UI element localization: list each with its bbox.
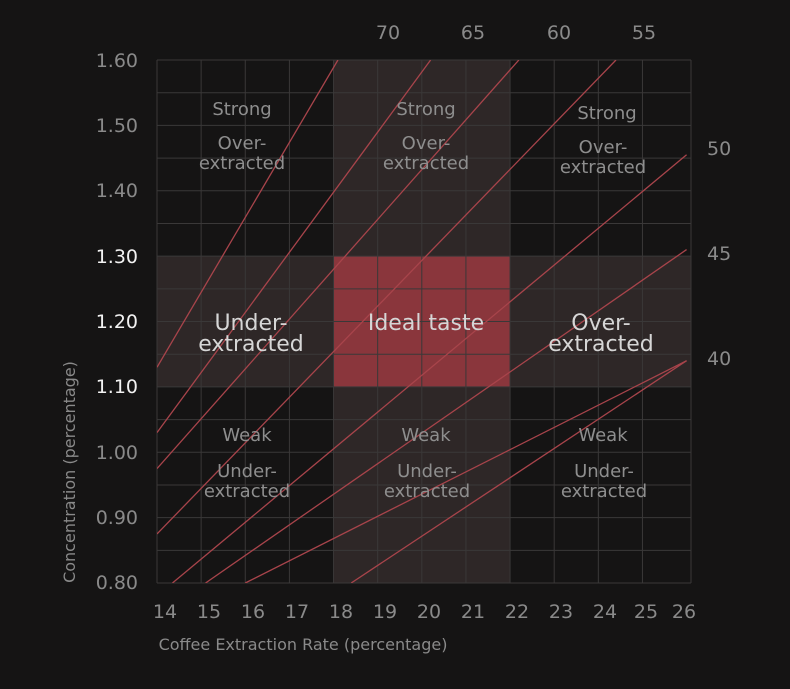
zone-label-over: Over- — [571, 311, 630, 336]
tds-ratio-lines — [157, 60, 688, 583]
zone-label-weak: Weak — [401, 425, 451, 446]
zone-label-under: Under- — [574, 461, 634, 482]
x-tick: 15 — [197, 601, 221, 623]
x-tick: 22 — [505, 601, 529, 623]
zone-label-strong: Strong — [212, 99, 271, 120]
zone-label-over: Over- — [579, 137, 628, 158]
x-tick: 21 — [461, 601, 485, 623]
tds-label-55: 55 — [632, 22, 656, 44]
x-tick: 18 — [329, 601, 353, 623]
zone-label-extracted: extracted — [383, 153, 469, 174]
tds-ratio-line-65 — [157, 60, 432, 434]
y-tick: 1.40 — [96, 180, 138, 202]
y-tick: 1.00 — [96, 442, 138, 464]
zone-label-ideal: Ideal taste — [368, 311, 484, 336]
y-tick: 1.10 — [96, 376, 138, 398]
tds-label-45: 45 — [707, 243, 731, 265]
grid — [156, 59, 692, 584]
tds-label-60: 60 — [547, 22, 571, 44]
x-tick: 25 — [634, 601, 658, 623]
zone-label-extracted: extracted — [204, 481, 290, 502]
tds-ratio-labels: 70 65 60 55 50 45 40 — [376, 22, 731, 370]
y-tick: 1.50 — [96, 115, 138, 137]
zone-label-extracted: extracted — [560, 157, 646, 178]
zone-label-over: Over- — [218, 133, 267, 154]
x-tick: 20 — [417, 601, 441, 623]
tds-ratio-line-extra-7 — [350, 360, 687, 583]
x-axis-ticks: 14 15 16 17 18 19 20 21 22 23 24 25 26 — [153, 601, 696, 623]
zone-label-extracted: extracted — [548, 332, 654, 357]
zone-label-extracted: extracted — [199, 153, 285, 174]
zone-label-strong: Strong — [577, 103, 636, 124]
zone-label-under: Under- — [214, 311, 287, 336]
tds-label-65: 65 — [461, 22, 485, 44]
y-tick: 0.90 — [96, 507, 138, 529]
x-tick: 19 — [373, 601, 397, 623]
zone-label-under: Under- — [397, 461, 457, 482]
tds-ratio-line-50 — [172, 154, 688, 583]
x-tick: 16 — [241, 601, 265, 623]
x-tick: 23 — [549, 601, 573, 623]
tds-ratio-line-70 — [157, 60, 339, 368]
tds-label-70: 70 — [376, 22, 400, 44]
tds-label-50: 50 — [707, 138, 731, 160]
y-tick: 1.60 — [96, 50, 138, 72]
tds-ratio-line-60 — [157, 60, 520, 470]
y-axis-label: Concentration (percentage) — [60, 361, 79, 583]
zone-label-weak: Weak — [222, 425, 272, 446]
tds-label-40: 40 — [707, 348, 731, 370]
tds-ratio-line-55 — [157, 60, 617, 535]
tds-ratio-line-40 — [244, 360, 687, 583]
zone-label-under: Under- — [217, 461, 277, 482]
zone-label-extracted: extracted — [561, 481, 647, 502]
y-axis-ticks: 0.80 0.90 1.00 1.10 1.20 1.30 1.40 1.50 … — [96, 50, 138, 594]
x-tick: 17 — [285, 601, 309, 623]
y-tick: 0.80 — [96, 572, 138, 594]
zone-label-weak: Weak — [578, 425, 628, 446]
zone-label-over: Over- — [402, 133, 451, 154]
y-tick: 1.30 — [96, 246, 138, 268]
x-axis-label: Coffee Extraction Rate (percentage) — [159, 635, 448, 654]
x-tick: 24 — [593, 601, 617, 623]
x-tick: 14 — [153, 601, 177, 623]
x-tick: 26 — [672, 601, 696, 623]
zone-label-extracted: extracted — [384, 481, 470, 502]
tds-ratio-line-45 — [205, 249, 687, 583]
zone-label-extracted: extracted — [198, 332, 304, 357]
y-tick: 1.20 — [96, 311, 138, 333]
zone-label-strong: Strong — [396, 99, 455, 120]
zone-labels: Strong Over- extracted Strong Over- extr… — [198, 99, 654, 502]
